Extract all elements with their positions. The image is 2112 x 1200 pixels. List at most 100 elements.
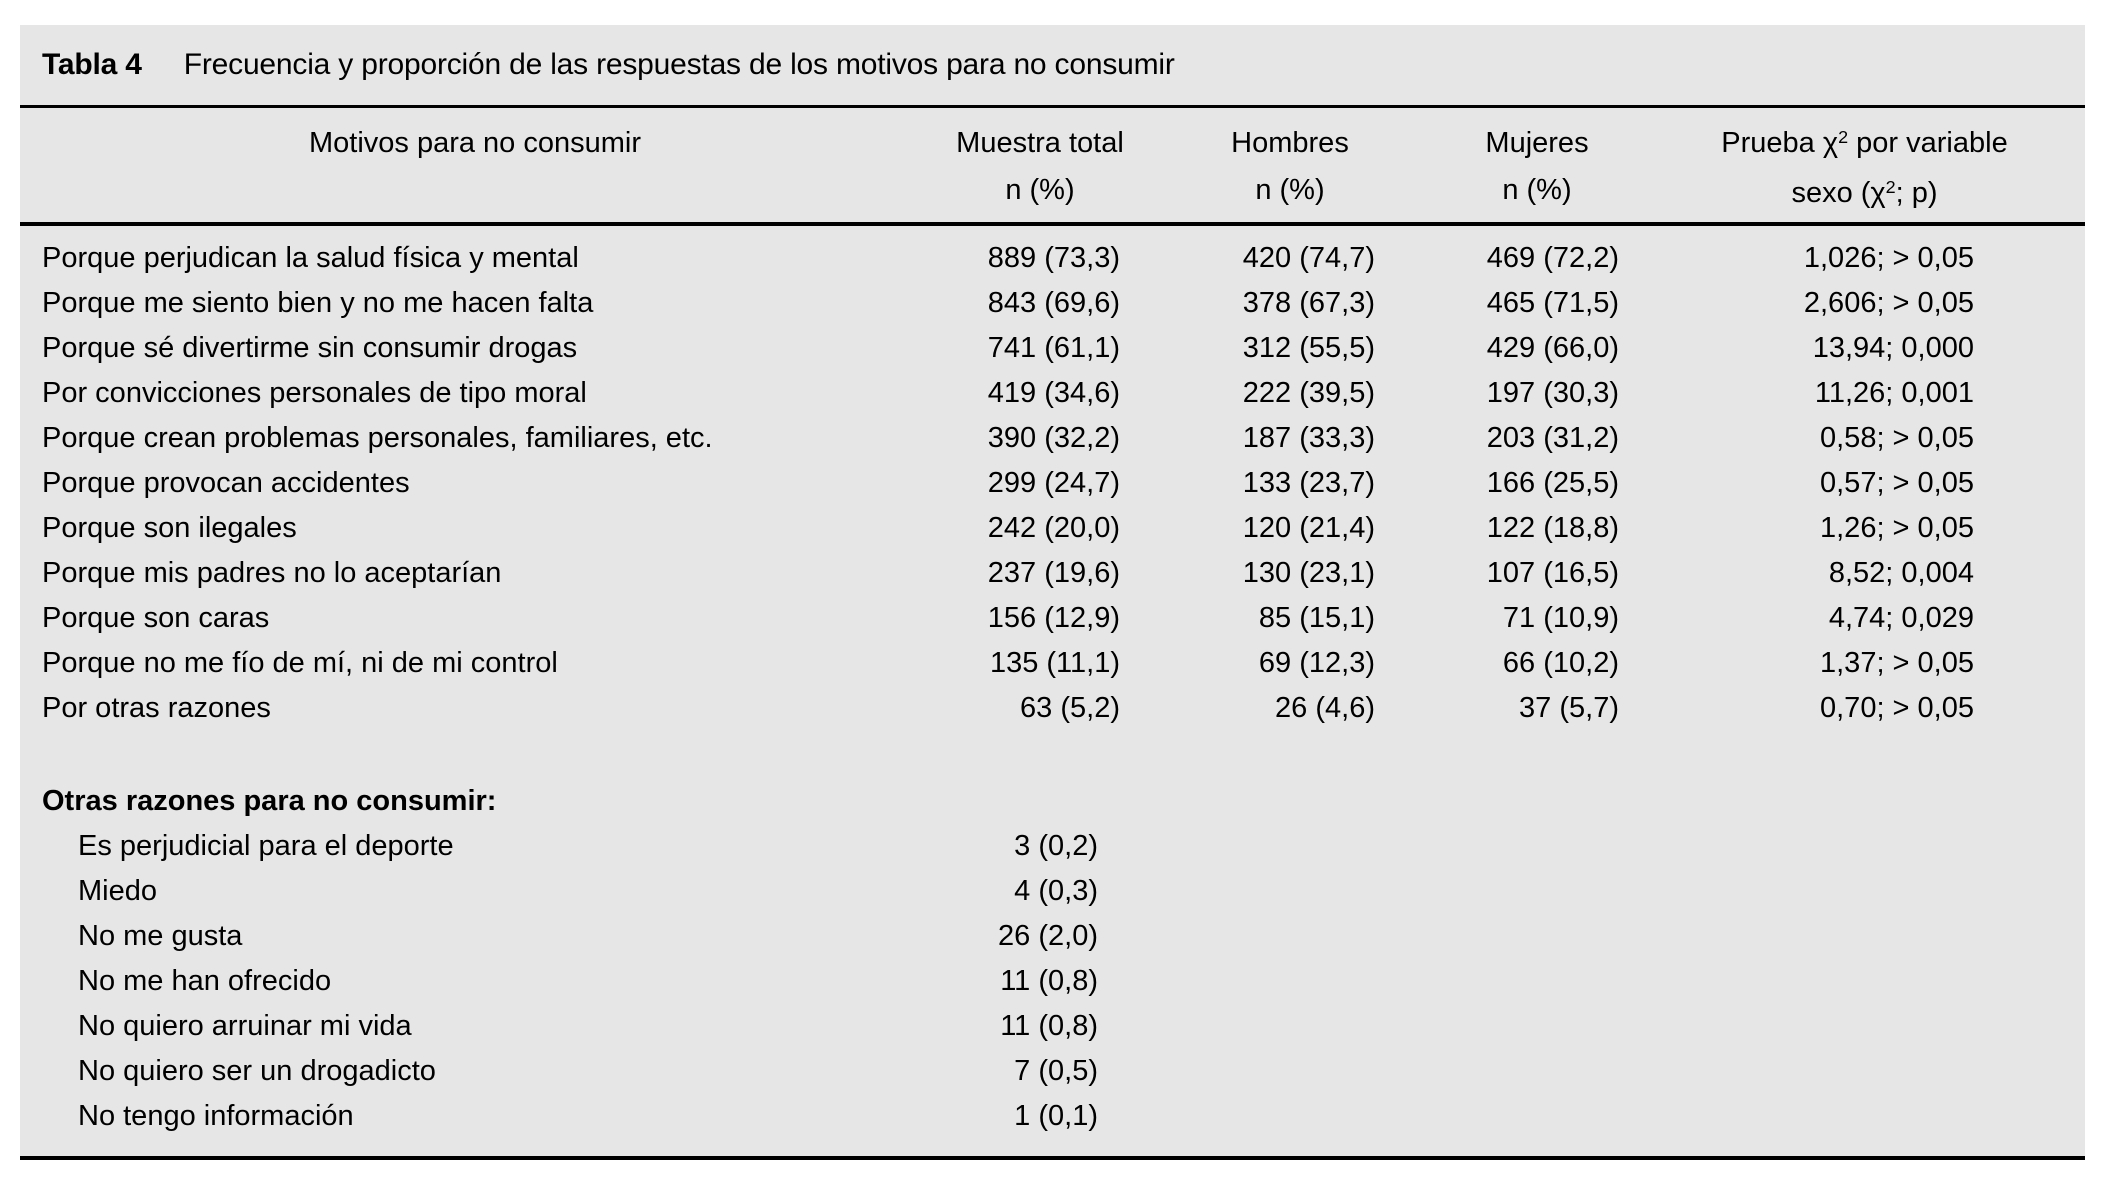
other-reason-row: Es perjudicial para el deporte 3 (0,2) — [20, 824, 2085, 869]
cell-hombres: 133 (23,7) — [1242, 467, 1375, 499]
cell-prueba-chi2: 13,94; 0,000 — [1812, 332, 1974, 364]
cell-motivo: Porque no me fío de mí, ni de mi control — [42, 647, 558, 679]
cell-hombres: 312 (55,5) — [1242, 332, 1375, 364]
cell-mujeres: 197 (30,3) — [1486, 377, 1619, 409]
cell-mujeres: 465 (71,5) — [1486, 287, 1619, 319]
other-reasons-heading: Otras razones para no consumir: — [42, 785, 497, 817]
cell-mujeres: 37 (5,7) — [1519, 692, 1619, 724]
table-row: Porque me siento bien y no me hacen falt… — [20, 281, 2085, 326]
cell-motivo: No quiero ser un drogadicto — [78, 1055, 436, 1087]
cell-prueba-chi2: 1,26; > 0,05 — [1820, 512, 1974, 544]
cell-hombres: 187 (33,3) — [1242, 422, 1375, 454]
cell-mujeres: 469 (72,2) — [1486, 242, 1619, 274]
cell-muestra-total: 889 (73,3) — [987, 242, 1120, 274]
cell-motivo: Porque crean problemas personales, famil… — [42, 422, 713, 454]
column-header-prueba-chi2: Prueba χ2 por variable sexo (χ2; p) — [1721, 127, 2008, 209]
cell-motivo: Porque son ilegales — [42, 512, 297, 544]
cell-mujeres: 66 (10,2) — [1502, 647, 1619, 679]
table-row: Porque sé divertirme sin consumir drogas… — [20, 326, 2085, 371]
cell-muestra-total: 63 (5,2) — [1020, 692, 1120, 724]
cell-muestra-total: 11 (0,8) — [1000, 1010, 1098, 1042]
cell-hombres: 69 (12,3) — [1258, 647, 1375, 679]
main-rows: Porque perjudican la salud física y ment… — [20, 236, 2085, 731]
table-row: Porque son ilegales 242 (20,0) 120 (21,4… — [20, 506, 2085, 551]
other-reason-row: Miedo 4 (0,3) — [20, 869, 2085, 914]
cell-hombres: 120 (21,4) — [1242, 512, 1375, 544]
cell-motivo: No quiero arruinar mi vida — [78, 1010, 412, 1042]
table-row: Porque provocan accidentes 299 (24,7) 13… — [20, 461, 2085, 506]
cell-muestra-total: 390 (32,2) — [987, 422, 1120, 454]
table-row: Por convicciones personales de tipo mora… — [20, 371, 2085, 416]
cell-prueba-chi2: 4,74; 0,029 — [1828, 602, 1974, 634]
cell-muestra-total: 741 (61,1) — [987, 332, 1120, 364]
cell-muestra-total: 11 (0,8) — [1000, 965, 1098, 997]
section-spacer — [20, 731, 2085, 779]
cell-muestra-total: 7 (0,5) — [1014, 1055, 1098, 1087]
cell-muestra-total: 26 (2,0) — [998, 920, 1098, 952]
cell-motivo: No me gusta — [78, 920, 243, 952]
table-row: Porque son caras 156 (12,9) 85 (15,1) 71… — [20, 596, 2085, 641]
cell-motivo: Porque provocan accidentes — [42, 467, 410, 499]
cell-motivo: Porque me siento bien y no me hacen falt… — [42, 287, 594, 319]
column-header-muestra-total: Muestra total n (%) — [956, 127, 1124, 206]
table-label: Tabla 4 — [42, 48, 142, 81]
cell-muestra-total: 156 (12,9) — [987, 602, 1120, 634]
cell-muestra-total: 242 (20,0) — [987, 512, 1120, 544]
cell-muestra-total: 4 (0,3) — [1014, 875, 1098, 907]
table-row: Por otras razones 63 (5,2) 26 (4,6) 37 (… — [20, 686, 2085, 731]
other-reason-row: No tengo información 1 (0,1) — [20, 1094, 2085, 1139]
cell-prueba-chi2: 11,26; 0,001 — [1814, 377, 1974, 409]
table-title-row: Tabla 4 Frecuencia y proporción de las r… — [20, 25, 2085, 108]
cell-motivo: Por otras razones — [42, 692, 271, 724]
cell-motivo: Por convicciones personales de tipo mora… — [42, 377, 587, 409]
cell-muestra-total: 135 (11,1) — [989, 647, 1120, 679]
other-reason-row: No me gusta 26 (2,0) — [20, 914, 2085, 959]
cell-prueba-chi2: 0,58; > 0,05 — [1820, 422, 1974, 454]
column-header-motivos: Motivos para no consumir — [308, 127, 642, 159]
cell-prueba-chi2: 0,57; > 0,05 — [1820, 467, 1974, 499]
cell-muestra-total: 299 (24,7) — [987, 467, 1120, 499]
cell-mujeres: 107 (16,5) — [1486, 557, 1619, 589]
cell-motivo: Es perjudicial para el deporte — [78, 830, 454, 862]
other-reason-row: No me han ofrecido 11 (0,8) — [20, 959, 2085, 1004]
cell-muestra-total: 3 (0,2) — [1014, 830, 1098, 862]
chi-symbol: χ — [1870, 177, 1886, 209]
table-panel: Tabla 4 Frecuencia y proporción de las r… — [20, 25, 2085, 1160]
table-row: Porque perjudican la salud física y ment… — [20, 236, 2085, 281]
other-reason-row: No quiero arruinar mi vida 11 (0,8) — [20, 1004, 2085, 1049]
cell-hombres: 130 (23,1) — [1242, 557, 1375, 589]
column-header-mujeres: Mujeres n (%) — [1485, 127, 1589, 206]
cell-motivo: Porque mis padres no lo aceptarían — [42, 557, 502, 589]
cell-mujeres: 203 (31,2) — [1486, 422, 1619, 454]
cell-hombres: 26 (4,6) — [1275, 692, 1375, 724]
table-body: Porque perjudican la salud física y ment… — [20, 226, 2085, 1139]
table-row: Porque mis padres no lo aceptarían 237 (… — [20, 551, 2085, 596]
cell-hombres: 222 (39,5) — [1242, 377, 1375, 409]
cell-prueba-chi2: 8,52; 0,004 — [1828, 557, 1974, 589]
table-caption: Frecuencia y proporción de las respuesta… — [183, 48, 1175, 81]
cell-muestra-total: 843 (69,6) — [987, 287, 1120, 319]
cell-prueba-chi2: 0,70; > 0,05 — [1820, 692, 1974, 724]
cell-muestra-total: 237 (19,6) — [987, 557, 1120, 589]
table-row: Porque no me fío de mí, ni de mi control… — [20, 641, 2085, 686]
cell-hombres: 420 (74,7) — [1242, 242, 1375, 274]
cell-hombres: 85 (15,1) — [1258, 602, 1375, 634]
cell-motivo: Miedo — [78, 875, 157, 907]
cell-motivo: No me han ofrecido — [78, 965, 332, 997]
cell-prueba-chi2: 1,026; > 0,05 — [1803, 242, 1974, 274]
cell-motivo: Porque perjudican la salud física y ment… — [42, 242, 579, 274]
cell-mujeres: 166 (25,5) — [1486, 467, 1619, 499]
table-row: Porque crean problemas personales, famil… — [20, 416, 2085, 461]
cell-mujeres: 71 (10,9) — [1502, 602, 1619, 634]
cell-motivo: No tengo información — [78, 1100, 354, 1132]
column-header-hombres: Hombres n (%) — [1231, 127, 1349, 206]
cell-prueba-chi2: 1,37; > 0,05 — [1820, 647, 1974, 679]
cell-mujeres: 122 (18,8) — [1486, 512, 1619, 544]
other-reasons-rows: Es perjudicial para el deporte 3 (0,2) M… — [20, 824, 2085, 1139]
cell-muestra-total: 1 (0,1) — [1014, 1100, 1098, 1132]
cell-hombres: 378 (67,3) — [1242, 287, 1375, 319]
cell-prueba-chi2: 2,606; > 0,05 — [1803, 287, 1974, 319]
cell-motivo: Porque son caras — [42, 602, 270, 634]
cell-muestra-total: 419 (34,6) — [987, 377, 1120, 409]
cell-motivo: Porque sé divertirme sin consumir drogas — [42, 332, 578, 364]
